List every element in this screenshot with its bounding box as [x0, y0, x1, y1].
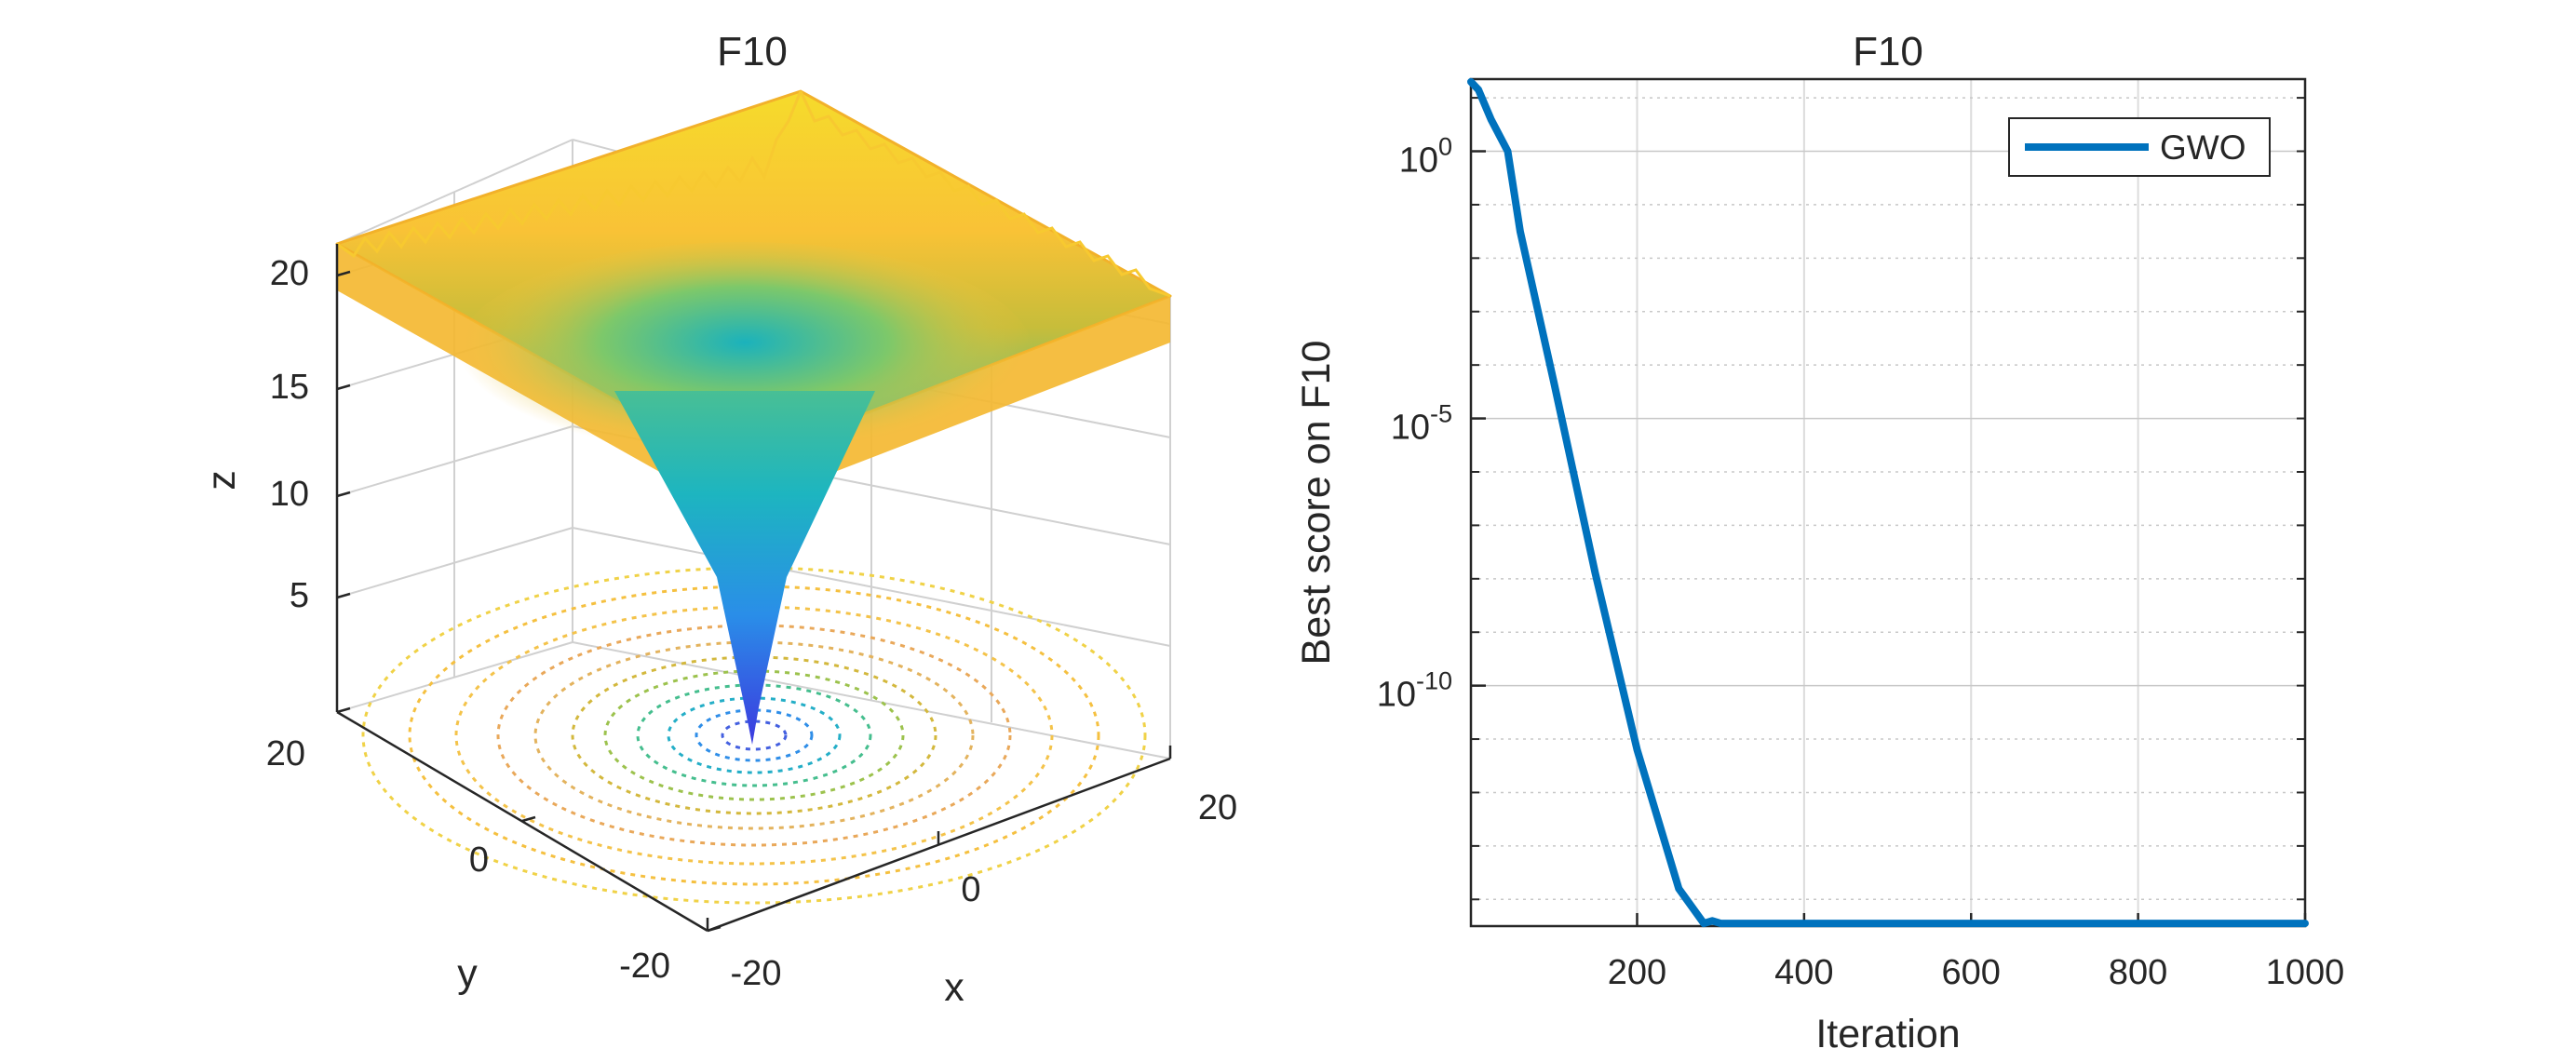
z-tick-label: 15	[270, 368, 309, 407]
y-tick-label: 10-5	[1391, 400, 1452, 448]
z-tick-label: 10	[270, 475, 309, 514]
x-tick-label: 1000	[2266, 953, 2345, 992]
legend-label-gwo: GWO	[2160, 128, 2246, 167]
convergence-title: F10	[1853, 29, 1923, 74]
y-tick-label: 100	[1399, 133, 1452, 181]
surface-title: F10	[717, 29, 788, 74]
z-axis-ticks	[336, 270, 351, 599]
surface-chart: F10	[199, 29, 1237, 1010]
y-axis-label: Best score on F10	[1294, 341, 1339, 665]
x-axis-label: x	[944, 965, 964, 1010]
axis-ticks	[1471, 97, 2307, 926]
x-tick-label: 0	[961, 870, 980, 909]
x-tick-label: 600	[1942, 953, 2001, 992]
x-tick-label: 400	[1774, 953, 1833, 992]
x-tick-label: -20	[731, 954, 782, 993]
legend: GWO	[2008, 117, 2271, 177]
surface-axes	[335, 244, 1171, 933]
y-tick-label: 10-10	[1377, 667, 1452, 715]
y-tick-label: -20	[619, 947, 670, 986]
y-tick-label: 0	[469, 840, 489, 880]
z-tick-label: 20	[270, 254, 309, 293]
x-tick-label: 800	[2109, 953, 2167, 992]
y-tick-label: 20	[266, 734, 305, 773]
y-axis-ticks	[336, 706, 722, 933]
x-tick-label: 200	[1608, 953, 1666, 992]
surface-funnel	[614, 391, 875, 745]
surface-spikes-right	[799, 90, 1171, 298]
x-axis-label: Iteration	[1815, 1012, 1960, 1056]
surface-bowl	[456, 242, 1033, 465]
x-tick-label: 20	[1198, 788, 1237, 827]
series-line-gwo	[1467, 77, 2309, 928]
x-axis-ticks	[706, 746, 1172, 931]
plot-area	[1471, 79, 2305, 926]
convergence-chart: F10 200 400 600 800 1000 Iteration 100 1…	[1294, 29, 2344, 1056]
z-tick-label: 5	[290, 576, 309, 615]
z-axis-label: z	[199, 470, 244, 491]
y-axis-label: y	[457, 951, 478, 996]
surface-spikes-left	[336, 90, 802, 259]
